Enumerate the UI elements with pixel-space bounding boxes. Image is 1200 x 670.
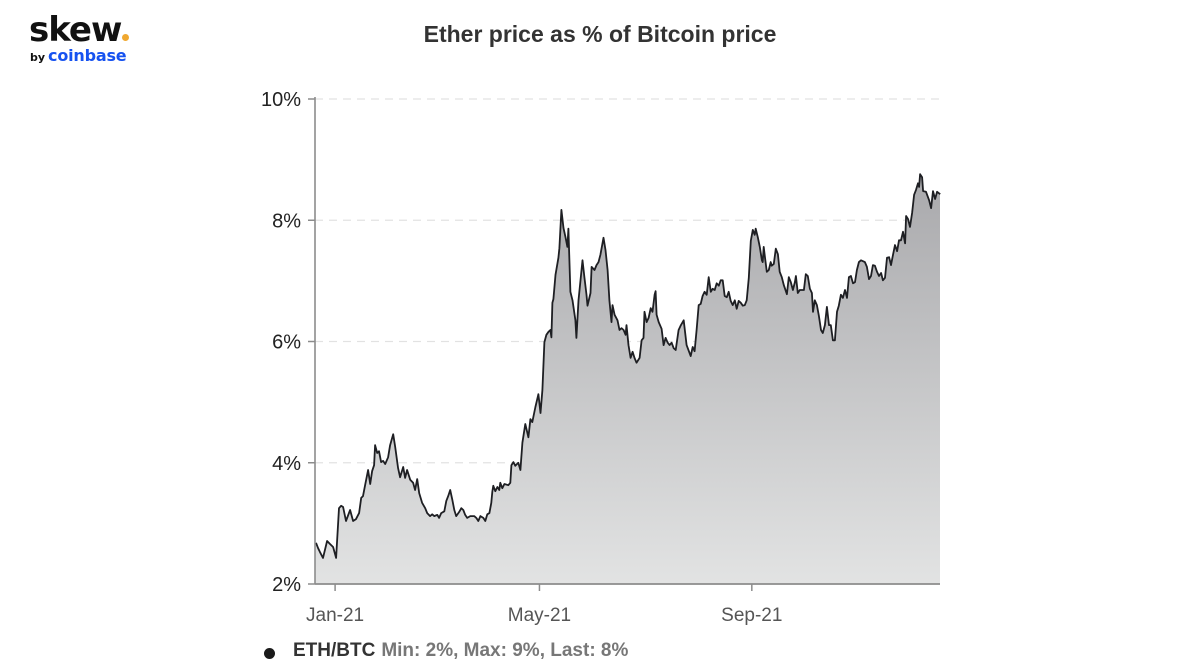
logo-text: skew [29, 10, 122, 50]
legend-series-name: ETH/BTC [293, 640, 376, 661]
y-tick-label: 2% [272, 574, 301, 596]
axes [314, 97, 940, 585]
logo-dot-icon [122, 34, 130, 41]
x-tick-label: Jan-21 [306, 605, 364, 626]
area-fill [315, 174, 941, 584]
chart-title: Ether price as % of Bitcoin price [423, 21, 777, 47]
legend-marker-icon [264, 647, 275, 659]
legend[interactable]: ETH/BTC Min: 2%, Max: 9%, Last: 8% [264, 638, 628, 664]
y-axis-ticks: 10% 8% 6% 4% 2% [261, 89, 315, 596]
y-tick-label: 4% [272, 453, 301, 475]
logo-wordmark: skew [29, 10, 130, 50]
logo-brand-text: coinbase [48, 46, 127, 65]
y-tick-label: 10% [261, 89, 301, 111]
skew-logo: skew by coinbase [29, 10, 139, 70]
y-tick-label: 6% [272, 332, 301, 354]
legend-series-stats: Min: 2%, Max: 9%, Last: 8% [381, 640, 629, 661]
y-tick-label: 8% [272, 210, 301, 232]
series-line-eth-btc [315, 173, 941, 559]
logo-by-text: by [30, 51, 46, 64]
logo-byline: by coinbase [30, 46, 127, 68]
x-axis-ticks: Jan-21 May-21 Sep-21 [306, 584, 782, 626]
x-tick-label: May-21 [508, 605, 571, 626]
x-tick-label: Sep-21 [721, 605, 782, 626]
